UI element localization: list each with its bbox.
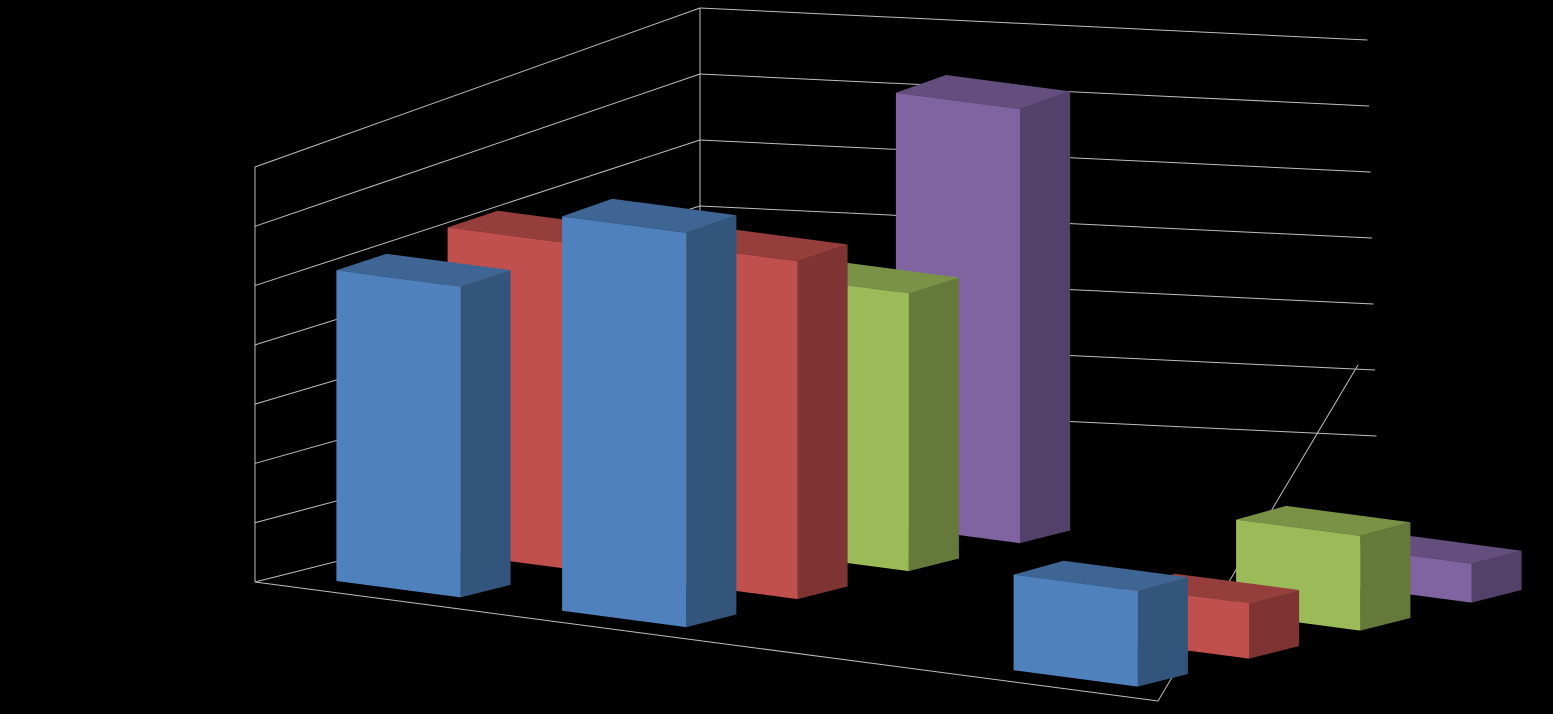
bar-top-face — [562, 198, 737, 233]
bar-side-face — [1471, 550, 1522, 603]
bar-series-1-category-1 — [336, 253, 511, 598]
bar-series-1-category-2 — [562, 198, 737, 628]
bar-front-face — [336, 270, 461, 598]
bar-top-face — [1236, 505, 1411, 536]
side-wall-gridline — [254, 139, 701, 287]
bar-top-face — [1013, 560, 1188, 591]
side-wall-gridline — [254, 7, 701, 168]
floor-outline — [254, 364, 1359, 702]
bar-top-face — [895, 75, 1071, 110]
back-wall-gridline — [699, 7, 1368, 41]
bar-side-face — [686, 215, 737, 628]
bar-side-face — [908, 277, 959, 572]
bar-side-face — [797, 244, 848, 600]
bar-front-face — [1013, 574, 1138, 687]
bar-front-face — [562, 216, 687, 628]
bar-side-face — [460, 270, 511, 598]
bar-side-face — [1249, 590, 1300, 659]
bar-side-face — [1020, 91, 1071, 544]
bar-side-face — [1137, 577, 1188, 687]
bar-top-face — [336, 253, 511, 287]
chart-bars — [336, 75, 1522, 687]
side-wall-gridline — [254, 73, 701, 227]
bar-series-1-category-4 — [1013, 560, 1188, 687]
bar-side-face — [1360, 522, 1411, 631]
